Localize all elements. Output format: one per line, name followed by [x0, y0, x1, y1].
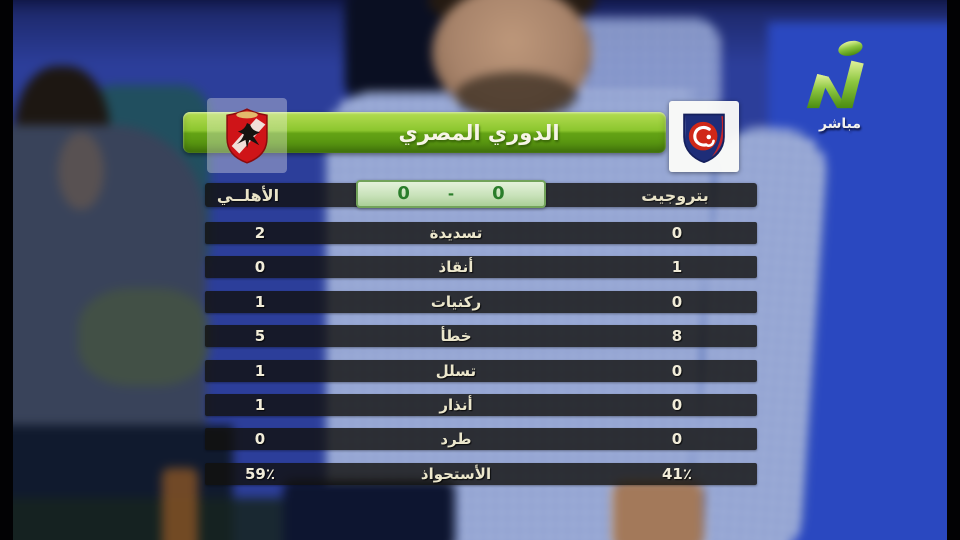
- bottom-dark-object: [283, 480, 455, 540]
- stat-value-left: 1: [254, 292, 266, 311]
- stat-value-right: 0: [671, 292, 683, 311]
- stat-value-right: 8: [671, 327, 683, 346]
- stat-value-right: 0: [671, 361, 683, 380]
- stat-label: خطأ: [440, 327, 472, 346]
- stat-row: 1 أنذار 0: [205, 393, 757, 416]
- stat-value-right: 1: [671, 258, 683, 277]
- score-separator: -: [447, 184, 455, 203]
- stat-row: 5 خطأ 8: [205, 325, 757, 348]
- score-box: 0 - 0: [356, 180, 546, 208]
- stat-row: 1 تسلل 0: [205, 359, 757, 382]
- team-name-left: الأهلــي: [216, 185, 280, 205]
- pitch-green-smear: [78, 288, 210, 386]
- stat-label: أنقاذ: [438, 258, 474, 277]
- stat-value-right: 0: [671, 395, 683, 414]
- bottom-orange-smear: [162, 468, 198, 540]
- score-left: 0: [397, 183, 410, 204]
- al-ahly-crest-icon: [226, 107, 268, 164]
- person-arm: [612, 480, 704, 540]
- stat-label: طرد: [440, 430, 472, 449]
- stat-row: 0 أنقاذ 1: [205, 256, 757, 279]
- stat-value-left: 1: [254, 361, 266, 380]
- stat-value-right: 0: [671, 224, 683, 242]
- league-title: الدوري المصري: [398, 120, 560, 145]
- stat-value-left: 1: [254, 395, 266, 414]
- stat-value-left: 0: [254, 430, 266, 449]
- stat-label: أنذار: [439, 395, 473, 414]
- petrojet-crest-panel: [669, 101, 739, 172]
- stat-row: 1 ركنيات 0: [205, 290, 757, 313]
- stat-value-left: 0: [254, 258, 266, 277]
- bottom-teal-strip: [0, 498, 318, 540]
- stat-label: تسديدة: [429, 224, 483, 242]
- team-name-right: بتروجيت: [641, 185, 709, 205]
- stat-value-right: 41٪: [661, 464, 693, 483]
- stat-value-left: 5: [254, 327, 266, 346]
- petrojet-crest-icon: [683, 113, 725, 163]
- live-badge-label: مباشر: [818, 116, 862, 132]
- stats-panel: 2 تسديدة 0 0 أنقاذ 1 1 ركنيات 0 5 خطأ 8 …: [205, 222, 757, 497]
- stat-row: 59٪ الأستحواذ 41٪: [205, 462, 757, 485]
- left-edge-bar: [0, 0, 13, 540]
- stat-value-left: 59٪: [244, 464, 276, 483]
- nile-tv-n-icon: [806, 40, 864, 109]
- stat-label: تسلل: [435, 361, 477, 380]
- foreground-person-face: [58, 132, 104, 210]
- channel-logo: مباشر: [793, 36, 887, 132]
- stat-value-left: 2: [254, 224, 266, 242]
- stat-label: ركنيات: [430, 292, 482, 311]
- ahly-crest-panel: [207, 98, 287, 173]
- right-edge-bar: [947, 0, 960, 540]
- stat-row: 2 تسديدة 0: [205, 222, 757, 244]
- score-right: 0: [492, 183, 505, 204]
- stat-value-right: 0: [671, 430, 683, 449]
- stat-label: الأستحواذ: [420, 464, 492, 483]
- stat-row: 0 طرد 0: [205, 428, 757, 451]
